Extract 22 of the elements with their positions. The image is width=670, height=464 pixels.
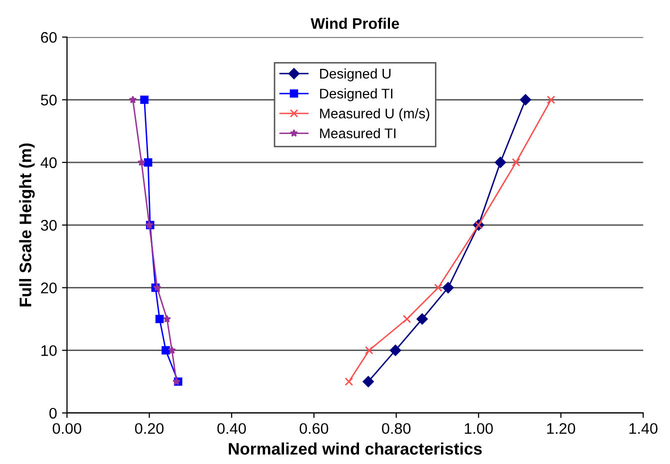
legend-label: Designed TI bbox=[320, 88, 392, 102]
x-tick-label: 0.40 bbox=[217, 423, 246, 434]
legend-label: Measured TI bbox=[320, 128, 396, 138]
y-tick-label: 20 bbox=[41, 282, 57, 294]
y-tick-label: 0 bbox=[49, 408, 57, 419]
y-tick-label: 40 bbox=[40, 157, 57, 168]
x-tick-label: 1.40 bbox=[630, 423, 658, 434]
legend-label: Measured U (m/s) bbox=[320, 108, 430, 122]
y-tick-label: 10 bbox=[41, 345, 57, 356]
x-tick-label: 0.00 bbox=[52, 423, 82, 434]
x-tick-label: 0.20 bbox=[135, 423, 164, 434]
y-tick-label: 50 bbox=[40, 94, 57, 106]
x-tick-label: 0.80 bbox=[382, 423, 411, 434]
legend-label: Designed U bbox=[320, 68, 390, 82]
x-tick-label: 1.00 bbox=[464, 423, 493, 434]
y-tick-label: 60 bbox=[41, 32, 57, 43]
chart-title: Wind Profile bbox=[310, 18, 400, 29]
x-tick-label: 0.60 bbox=[300, 423, 328, 434]
y-tick-label: 30 bbox=[40, 220, 57, 231]
y-axis-title: Full Scale Height (m) bbox=[19, 143, 35, 306]
x-tick-label: 1.20 bbox=[547, 423, 576, 434]
x-axis-title: Normalized wind characteristics bbox=[228, 442, 482, 455]
